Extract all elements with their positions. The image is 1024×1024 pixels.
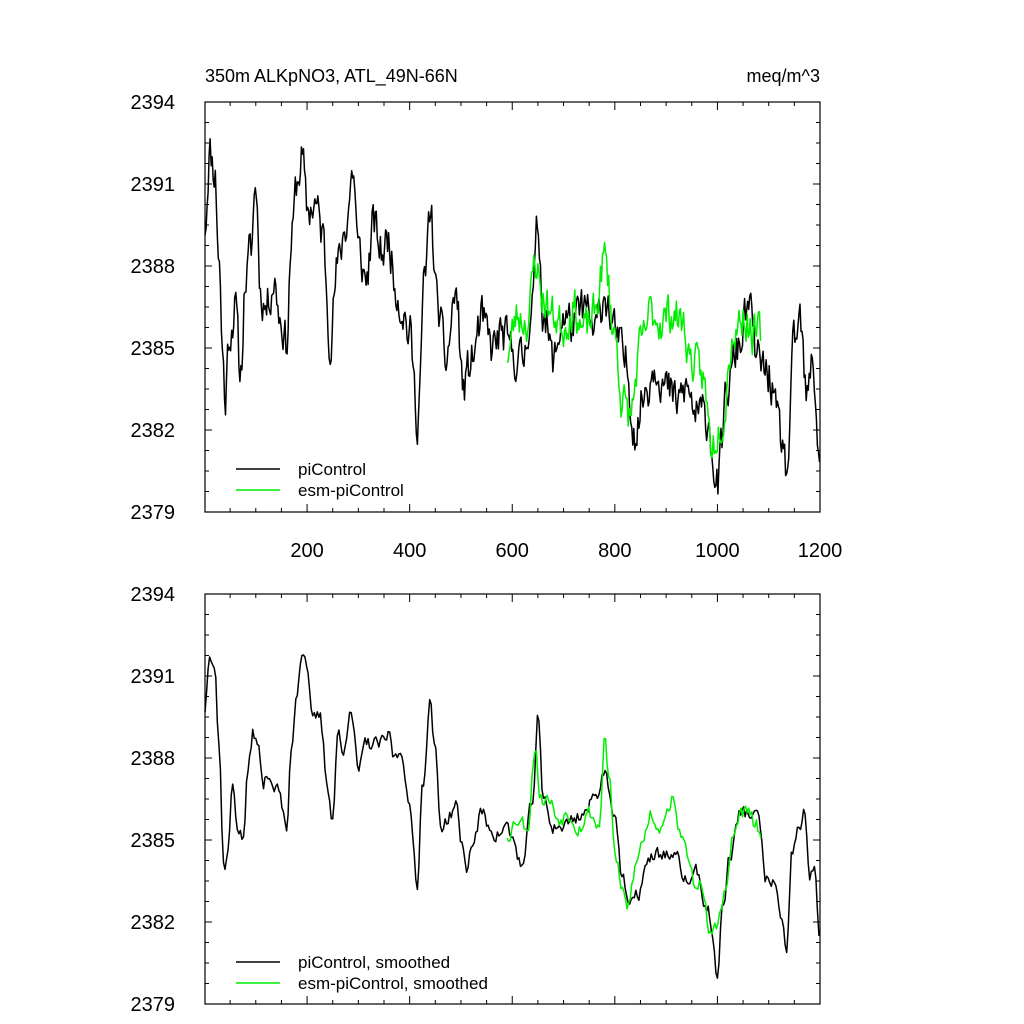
- x-tick-label: 200: [290, 540, 323, 562]
- y-tick-label: 2394: [131, 584, 176, 606]
- y-tick-label: 2388: [131, 256, 176, 278]
- series-layer: [204, 654, 820, 979]
- x-tick-label: 800: [598, 540, 631, 562]
- legend-label-esm-picontrol-smoothed: esm-piControl, smoothed: [298, 974, 488, 993]
- y-tick-label: 2382: [131, 912, 176, 934]
- x-tick-label: 600: [496, 540, 529, 562]
- series-line-picontrol-smoothed: [204, 654, 820, 979]
- top-panel: 350m ALKpNO3, ATL_49N-66N meq/m^3 237923…: [131, 66, 843, 562]
- bottom-panel: 2379 2382 2385 2388 2391 2394 piControl, smoo…: [131, 584, 821, 1016]
- plot-frame: [204, 593, 821, 1005]
- series-layer: [204, 138, 821, 495]
- legend-label-picontrol: piControl: [298, 460, 366, 479]
- y-tick-label: 2391: [131, 666, 176, 688]
- x-tick-label: 400: [393, 540, 426, 562]
- series-line-esm-picontrol: [506, 241, 762, 459]
- y-tick-label: 2385: [131, 830, 176, 852]
- y-tick-label: 2379: [131, 994, 176, 1016]
- legend: piControl esm-piControl: [236, 460, 404, 500]
- legend: piControl, smoothed esm-piControl, smoot…: [236, 953, 488, 993]
- y-tick-label: 2391: [131, 174, 176, 196]
- series-line-picontrol: [204, 138, 821, 495]
- plot-frame: [204, 101, 821, 513]
- legend-label-picontrol-smoothed: piControl, smoothed: [298, 953, 450, 972]
- legend-label-esm-picontrol: esm-piControl: [298, 481, 404, 500]
- panel-title-right: meq/m^3: [747, 66, 820, 86]
- y-tick-label: 2394: [131, 92, 176, 114]
- axis-ticks: 2379 2382 2385 2388 2391 2394 200 400 600 800 1000…: [131, 92, 843, 562]
- series-line-esm-picontrol-smoothed: [506, 737, 762, 935]
- panel-title-left: 350m ALKpNO3, ATL_49N-66N: [205, 66, 458, 87]
- y-tick-label: 2379: [131, 502, 176, 524]
- x-tick-label: 1200: [798, 540, 843, 562]
- x-tick-label: 1000: [695, 540, 740, 562]
- y-tick-label: 2388: [131, 748, 176, 770]
- y-tick-label: 2382: [131, 420, 176, 442]
- y-tick-label: 2385: [131, 338, 176, 360]
